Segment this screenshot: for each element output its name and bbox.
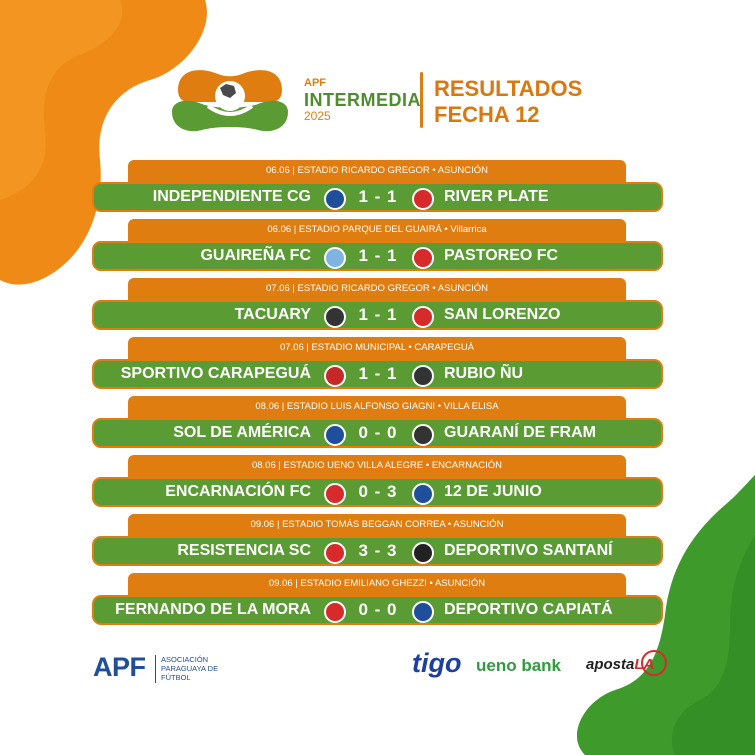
ueno-bank-sponsor-logo: ueno bank — [476, 656, 562, 675]
match-info: 09.06 | ESTADIO TOMÁS BEGGAN CORREA • AS… — [128, 514, 626, 536]
guairena-fc-crest-icon — [324, 247, 346, 269]
away-team: 12 DE JUNIO — [444, 483, 542, 500]
match-score: 0 - 3 — [358, 482, 398, 501]
match-info: 07.06 | ESTADIO MUNICIPAL • CARAPEGUÁ — [128, 337, 626, 359]
match-info: 06.06 | ESTADIO RICARDO GREGOR • ASUNCIÓ… — [128, 160, 626, 182]
san-lorenzo-crest-icon — [412, 306, 434, 328]
guarani-de-fram-crest-icon — [412, 424, 434, 446]
home-team: SPORTIVO CARAPEGUÁ — [120, 365, 311, 382]
match-score: 0 - 0 — [358, 600, 398, 619]
match-row: 06.06 | ESTADIO PARQUE DEL GUAIRÁ • Vill… — [92, 219, 663, 281]
away-team: PASTOREO FC — [444, 247, 559, 264]
match-score: 0 - 0 — [358, 423, 398, 442]
away-team: GUARANÍ DE FRAM — [444, 424, 596, 441]
away-team: RUBIO ÑU — [444, 365, 524, 382]
brand-line-2: INTERMEDIA — [304, 90, 421, 110]
home-team: TACUARY — [234, 306, 311, 323]
match-bar: SPORTIVO CARAPEGUÁ 1 - 1 RUBIO ÑU — [92, 359, 663, 389]
independiente-cg-crest-icon — [324, 188, 346, 210]
match-row: 08.06 | ESTADIO UENO VILLA ALEGRE • ENCA… — [92, 455, 663, 517]
match-info: 09.06 | ESTADIO EMILIANO GHEZZI • ASUNCI… — [128, 573, 626, 595]
aposta-label: aposta — [586, 656, 635, 673]
competition-brand: APF INTERMEDIA 2025 — [304, 77, 421, 123]
home-team: INDEPENDIENTE CG — [152, 188, 311, 205]
header-divider — [420, 72, 423, 128]
brand-line-1: APF — [304, 77, 326, 89]
match-score: 1 - 1 — [358, 305, 398, 324]
match-info: 08.06 | ESTADIO UENO VILLA ALEGRE • ENCA… — [128, 455, 626, 477]
header: APF INTERMEDIA 2025 RESULTADOS FECHA 12 — [0, 0, 755, 150]
sportivo-carapegua-crest-icon — [324, 365, 346, 387]
home-team: ENCARNACIÓN FC — [165, 483, 311, 500]
away-team: DEPORTIVO CAPIATÁ — [444, 601, 613, 618]
match-score: 1 - 1 — [358, 187, 398, 206]
match-bar: GUAIREÑA FC 1 - 1 PASTOREO FC — [92, 241, 663, 271]
away-team: RIVER PLATE — [444, 188, 549, 205]
encarnacion-fc-crest-icon — [324, 483, 346, 505]
match-bar: RESISTENCIA SC 3 - 3 DEPORTIVO SANTANÍ — [92, 536, 663, 566]
match-row: 07.06 | ESTADIO MUNICIPAL • CARAPEGUÁ SP… — [92, 337, 663, 399]
fernando-de-la-mora-crest-icon — [324, 601, 346, 623]
sol-de-america-crest-icon — [324, 424, 346, 446]
match-bar: TACUARY 1 - 1 SAN LORENZO — [92, 300, 663, 330]
home-team: FERNANDO DE LA MORA — [115, 601, 311, 618]
match-info: 06.06 | ESTADIO PARQUE DEL GUAIRÁ • Vill… — [128, 219, 626, 241]
match-bar: SOL DE AMÉRICA 0 - 0 GUARANÍ DE FRAM — [92, 418, 663, 448]
apf-subtitle: ASOCIACIÓN PARAGUAYA DE FÚTBOL — [161, 655, 219, 682]
deportivo-santani-crest-icon — [412, 542, 434, 564]
match-score: 1 - 1 — [358, 364, 398, 383]
river-plate-crest-icon — [412, 188, 434, 210]
tacuary-crest-icon — [324, 306, 346, 328]
title-line-1: RESULTADOS — [434, 76, 583, 101]
match-score: 3 - 3 — [358, 541, 398, 560]
match-row: 07.06 | ESTADIO RICARDO GREGOR • ASUNCIÓ… — [92, 278, 663, 340]
home-team: GUAIREÑA FC — [200, 247, 311, 264]
rubio-nu-crest-icon — [412, 365, 434, 387]
home-team: SOL DE AMÉRICA — [173, 424, 311, 441]
12-de-junio-crest-icon — [412, 483, 434, 505]
apf-logo: APF — [93, 652, 146, 682]
away-team: DEPORTIVO SANTANÍ — [444, 542, 613, 559]
match-bar: ENCARNACIÓN FC 0 - 3 12 DE JUNIO — [92, 477, 663, 507]
green-blob-decoration — [576, 475, 755, 755]
orange-blob-decoration — [0, 0, 207, 285]
resistencia-sc-crest-icon — [324, 542, 346, 564]
brand-line-3: 2025 — [304, 109, 331, 123]
deportivo-capiata-crest-icon — [412, 601, 434, 623]
match-row: 08.06 | ESTADIO LUIS ALFONSO GIAGNI • VI… — [92, 396, 663, 458]
page-title: RESULTADOS FECHA 12 — [434, 76, 582, 128]
pastoreo-fc-crest-icon — [412, 247, 434, 269]
match-row: 09.06 | ESTADIO EMILIANO GHEZZI • ASUNCI… — [92, 573, 663, 635]
apf-logo-divider — [155, 655, 156, 683]
home-team: RESISTENCIA SC — [177, 542, 311, 559]
tigo-sponsor-logo: tigo — [412, 648, 462, 678]
title-line-2: FECHA 12 — [434, 102, 540, 127]
apf-intermedia-logo-icon — [172, 70, 288, 132]
away-team: SAN LORENZO — [444, 306, 561, 323]
match-bar: FERNANDO DE LA MORA 0 - 0 DEPORTIVO CAPI… — [92, 595, 663, 625]
aposta-badge-icon — [641, 650, 667, 676]
match-info: 07.06 | ESTADIO RICARDO GREGOR • ASUNCIÓ… — [128, 278, 626, 300]
match-score: 1 - 1 — [358, 246, 398, 265]
match-info: 08.06 | ESTADIO LUIS ALFONSO GIAGNI • VI… — [128, 396, 626, 418]
match-row: 09.06 | ESTADIO TOMÁS BEGGAN CORREA • AS… — [92, 514, 663, 576]
match-bar: INDEPENDIENTE CG 1 - 1 RIVER PLATE — [92, 182, 663, 212]
match-row: 06.06 | ESTADIO RICARDO GREGOR • ASUNCIÓ… — [92, 160, 663, 222]
